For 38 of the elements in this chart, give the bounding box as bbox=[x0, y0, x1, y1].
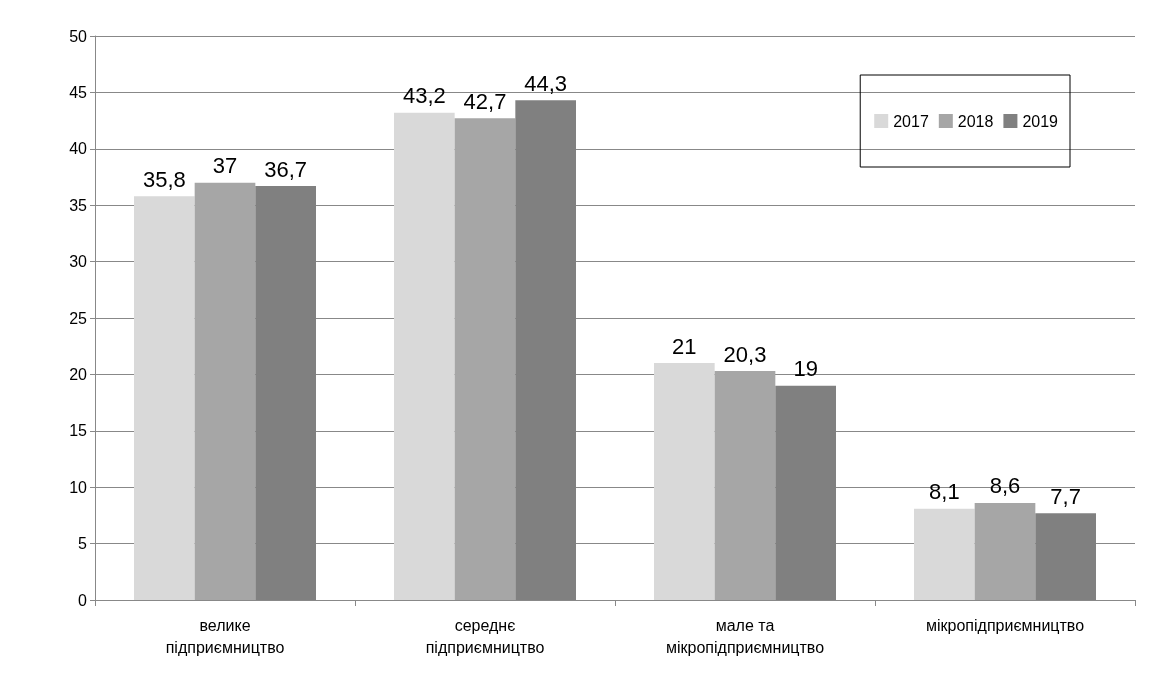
legend-label: 2019 bbox=[1022, 112, 1059, 130]
y-tick-label: 45 bbox=[69, 83, 88, 101]
legend-label: 2017 bbox=[893, 112, 929, 130]
y-tick-label: 50 bbox=[69, 27, 88, 45]
x-tick-label: середнє підприємництво bbox=[425, 616, 545, 656]
data-label: 44,3 bbox=[524, 70, 568, 96]
x-tick-label: мікропідприємництво bbox=[925, 616, 1085, 634]
bar bbox=[394, 112, 455, 600]
x-tick-label: мале та мікропідприємництво bbox=[665, 616, 825, 656]
data-label: 20,3 bbox=[723, 341, 767, 367]
data-label: 35,8 bbox=[142, 166, 186, 192]
data-label: 8,6 bbox=[989, 473, 1021, 499]
bar bbox=[454, 118, 516, 600]
y-tick-label: 15 bbox=[69, 422, 88, 440]
y-tick-label: 10 bbox=[69, 478, 88, 496]
y-tick-label: 5 bbox=[78, 535, 88, 553]
data-label: 8,1 bbox=[929, 479, 960, 505]
y-tick-label: 40 bbox=[69, 140, 88, 158]
data-label: 36,7 bbox=[264, 156, 308, 182]
bar bbox=[714, 371, 776, 600]
y-tick-label: 20 bbox=[69, 365, 88, 383]
bar bbox=[654, 363, 715, 600]
y-tick-label: 35 bbox=[69, 196, 88, 214]
data-label: 42,7 bbox=[463, 88, 507, 114]
data-label: 21 bbox=[672, 333, 697, 359]
bar bbox=[194, 182, 256, 600]
y-tick-label: 30 bbox=[69, 253, 88, 271]
bar bbox=[134, 196, 195, 600]
data-label: 43,2 bbox=[402, 83, 446, 109]
bar bbox=[914, 508, 975, 600]
bar bbox=[974, 502, 1036, 600]
x-tick-label: велике підприємництво bbox=[165, 616, 285, 656]
y-tick-label: 25 bbox=[69, 309, 88, 327]
data-label: 19 bbox=[793, 356, 818, 382]
y-tick-label: 0 bbox=[78, 591, 88, 609]
data-label: 7,7 bbox=[1050, 483, 1081, 509]
data-label: 37 bbox=[212, 153, 238, 179]
legend-label: 2018 bbox=[957, 112, 994, 130]
